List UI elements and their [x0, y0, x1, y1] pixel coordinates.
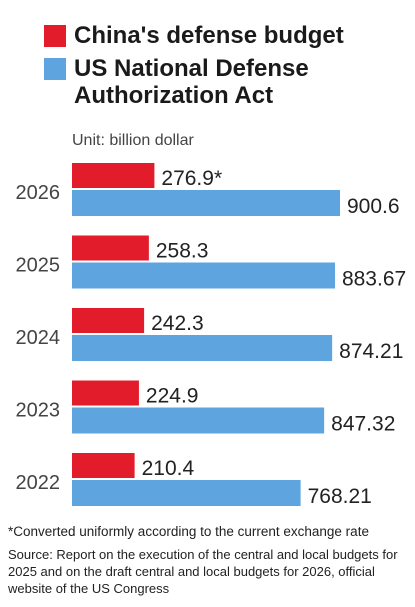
us-bar-2026: [72, 190, 340, 216]
china-value-label-2023: 224.9: [146, 385, 199, 408]
china-value-label-2022: 210.4: [142, 457, 195, 480]
china-bar-2024: [72, 308, 145, 333]
china-bar-2023: [72, 380, 139, 406]
us-bar-2025: [72, 262, 335, 289]
footnote: *Converted uniformly according to the cu…: [8, 524, 369, 539]
year-label-2022: 2022: [16, 472, 61, 494]
us-value-label-2026: 900.6: [347, 195, 400, 218]
china-value-label-2024: 242.3: [151, 312, 204, 335]
year-label-2025: 2025: [16, 255, 61, 277]
china-value-label-2026: 276.9*: [161, 167, 222, 190]
year-label-2026: 2026: [16, 182, 61, 204]
us-bar-2022: [72, 480, 301, 506]
year-label-2024: 2024: [16, 327, 61, 349]
us-value-label-2025: 883.67: [342, 268, 406, 291]
us-bar-2023: [72, 407, 325, 434]
bar-chart: 2026 276.9* 900.6 2025 258.3 883.67 2024 242.3 8…: [16, 163, 406, 508]
legend: China's defense budget US National Defen…: [44, 22, 404, 115]
legend-item-us: US National Defense Authorization Act: [44, 55, 404, 109]
source-note: Source: Report on the execution of the c…: [8, 547, 398, 596]
china-bar-2025: [72, 235, 149, 261]
legend-swatch-china: [44, 25, 66, 47]
year-label-2023: 2023: [16, 400, 61, 422]
legend-item-china: China's defense budget: [44, 22, 404, 49]
china-value-label-2025: 258.3: [156, 240, 209, 263]
legend-label-us: US National Defense Authorization Act: [74, 55, 309, 109]
unit-label: Unit: billion dollar: [72, 132, 194, 149]
us-value-label-2023: 847.32: [331, 413, 395, 436]
china-bar-2026: [72, 163, 155, 188]
legend-swatch-us: [44, 58, 66, 80]
us-bar-2024: [72, 335, 333, 361]
legend-label-china: China's defense budget: [74, 22, 344, 49]
china-bar-2022: [72, 453, 135, 478]
us-value-label-2022: 768.21: [308, 485, 372, 508]
us-value-label-2024: 874.21: [339, 340, 403, 363]
